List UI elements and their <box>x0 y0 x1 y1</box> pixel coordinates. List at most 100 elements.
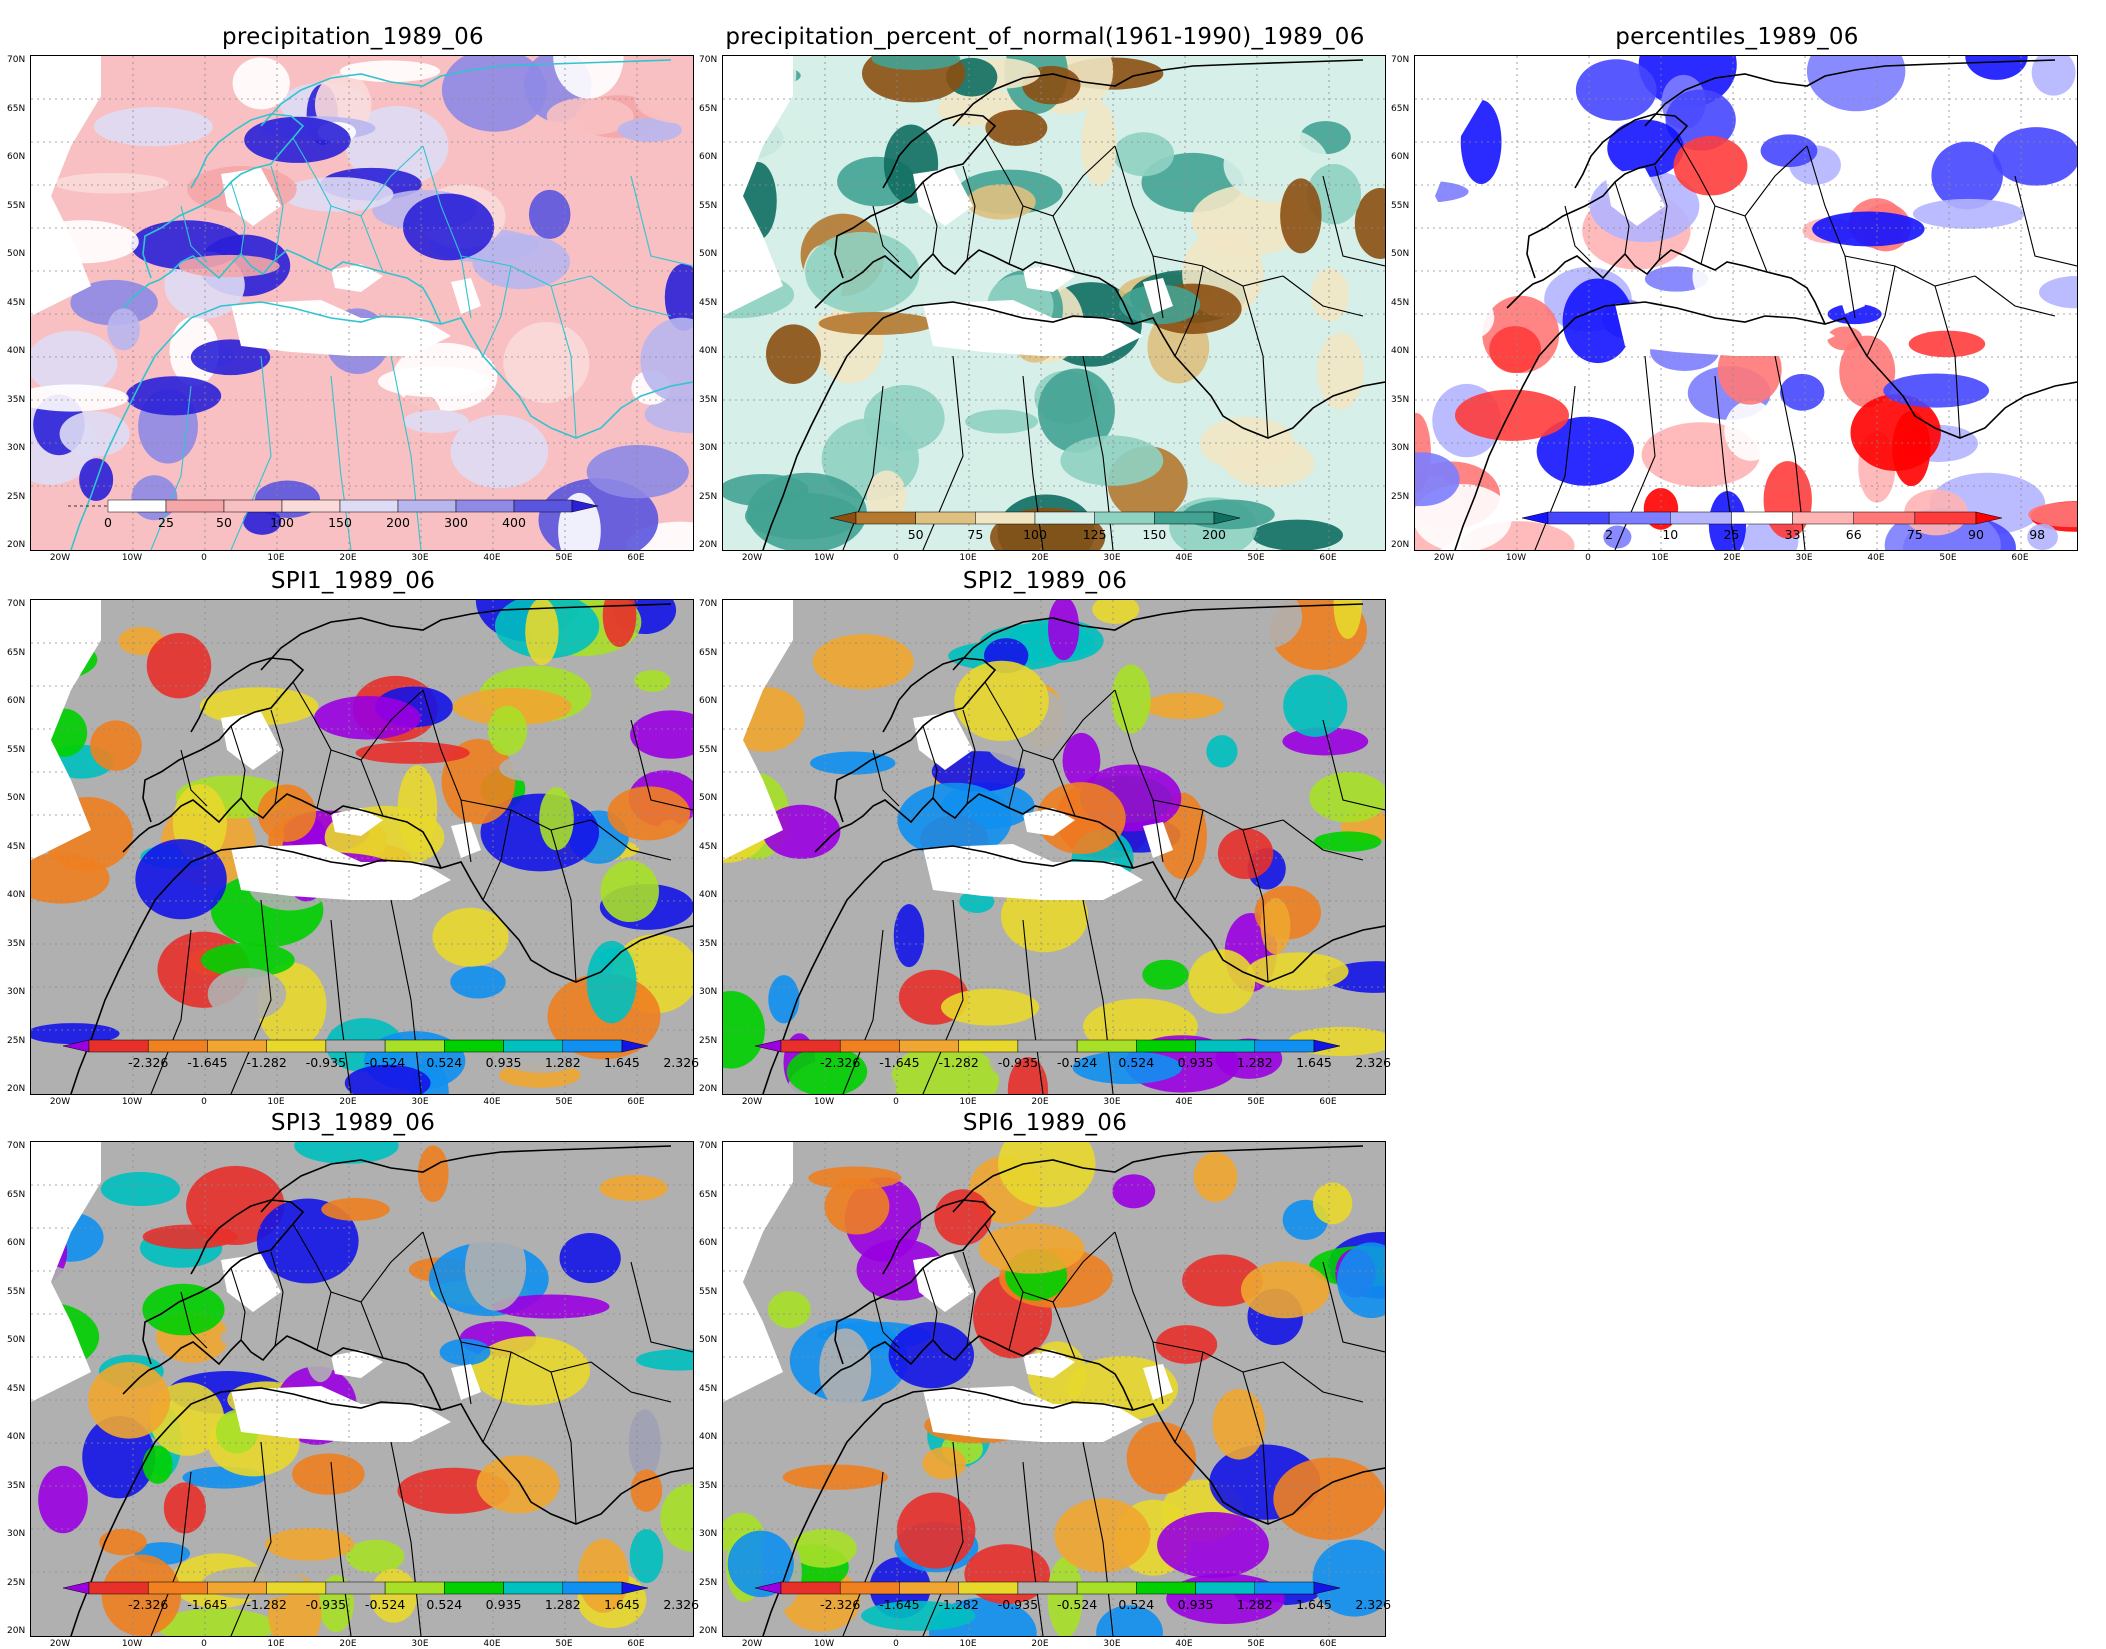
map-field-patch <box>871 56 961 71</box>
lon-tick-label: 30E <box>411 1639 429 1649</box>
map-field-patch <box>998 1142 1096 1208</box>
map-field-patch <box>890 1043 1000 1094</box>
colorbar-swatch <box>1547 511 1610 525</box>
lon-tick-label: 10W <box>121 1097 143 1107</box>
lat-tick-label: 60N <box>1391 152 1410 162</box>
colorbar: -2.326 -1.645 -1.282 -0.935 -0.524 0.524 0.935… <box>8 1580 699 1624</box>
colorbar-label: 98 <box>2029 527 2046 542</box>
lat-tick-label: 30N <box>7 987 26 997</box>
map-field-patch <box>1607 119 1684 178</box>
colorbar-label: 75 <box>967 527 984 542</box>
lat-tick-label: 70N <box>699 599 718 609</box>
map-area <box>722 55 1386 551</box>
country-borders <box>150 1223 693 1636</box>
map-field-patch <box>586 444 689 499</box>
colorbar-swatch <box>223 499 283 513</box>
map-field-patch <box>1454 389 1570 441</box>
map-field-patch <box>2027 523 2058 550</box>
lat-tick-label: 50N <box>7 249 26 259</box>
lon-tick-label: 20E <box>1031 1097 1049 1107</box>
colorbar-swatch <box>88 1039 149 1053</box>
colorbar-swatch <box>1195 1581 1256 1595</box>
lat-tick-label: 50N <box>7 793 26 803</box>
map-field-patch <box>617 118 682 143</box>
lat-tick-label: 60N <box>7 152 26 162</box>
colorbar-swatch <box>1792 511 1854 525</box>
colorbar-label: 1.645 <box>604 1597 640 1612</box>
lat-tick-label: 40N <box>699 1432 718 1442</box>
colorbar: -2.326 -1.645 -1.282 -0.935 -0.524 0.524 0.935… <box>700 1038 1391 1082</box>
map-field-patch <box>355 741 470 764</box>
map-field-patch <box>1060 435 1164 486</box>
map-field-patch <box>1007 1057 1049 1094</box>
map-field-patch <box>1812 211 1925 247</box>
map-field-patch <box>142 1283 225 1336</box>
map-field-patch <box>257 784 317 842</box>
water-area <box>1143 278 1173 314</box>
colorbar: -2.326 -1.645 -1.282 -0.935 -0.524 0.524 0.935… <box>8 1038 699 1082</box>
map-field-patch <box>1992 127 2077 186</box>
colorbar-label: 1.282 <box>1236 1055 1273 1070</box>
lat-tick-label: 40N <box>699 890 718 900</box>
colorbar-label: 100 <box>1023 527 1047 542</box>
water-area <box>913 168 973 226</box>
map-field-patch <box>321 1197 390 1221</box>
map-field-patch <box>59 411 130 457</box>
lat-tick-label: 40N <box>1391 346 1410 356</box>
colorbar-swatch <box>1195 1039 1256 1053</box>
map-field-patch <box>812 634 914 690</box>
colorbar-swatch <box>207 1039 267 1053</box>
map-field-patch <box>1247 952 1349 991</box>
lat-tick-label: 45N <box>699 841 718 852</box>
lat-tick-label: 65N <box>699 647 718 658</box>
lon-tick-label: 10W <box>121 1639 143 1649</box>
colorbar-swatch <box>899 1039 959 1053</box>
map-field-patch <box>441 56 547 132</box>
map-field-patch <box>635 1349 693 1371</box>
lat-tick-label: 35N <box>7 938 26 949</box>
colorbar-swatches <box>829 511 1241 525</box>
panel-title: precipitation_1989_06 <box>222 24 484 50</box>
colorbar-label: 0.524 <box>426 1055 463 1070</box>
lon-tick-label: 50E <box>555 553 573 563</box>
map-field-patch <box>602 600 637 647</box>
map-field-patch <box>863 384 945 452</box>
colorbar-label: 1.645 <box>1296 1055 1332 1070</box>
lon-tick-label: 20E <box>1723 553 1741 563</box>
coastline <box>1454 59 2077 550</box>
map-area <box>722 1141 1386 1637</box>
lat-tick-label: 45N <box>699 297 718 308</box>
map-field-patch <box>960 447 1064 496</box>
map-field-patch <box>600 860 659 923</box>
colorbar-label: 0 <box>104 515 112 530</box>
map-field-patch <box>1489 326 1541 373</box>
lat-tick-label: 20N <box>7 540 26 550</box>
colorbar-arrow-right <box>571 499 599 513</box>
map-field-patch <box>1445 295 1495 340</box>
map-field-patch <box>1892 410 1931 487</box>
colorbar-label: -1.645 <box>879 1055 920 1070</box>
map-field-patch <box>601 1268 634 1310</box>
lon-tick-label: 20E <box>1031 553 1049 563</box>
map-canvas <box>723 600 1385 1094</box>
map-field-patch <box>31 330 118 395</box>
lat-tick-label: 70N <box>7 55 26 65</box>
map-field-patch <box>90 720 142 771</box>
map-area <box>30 599 694 1095</box>
colorbar-swatch <box>1254 1039 1315 1053</box>
colorbar-swatches <box>754 1581 1341 1595</box>
lon-tick-label: 50E <box>555 1639 573 1649</box>
map-field-patch <box>1354 188 1385 259</box>
map-field-patch <box>782 1464 888 1490</box>
colorbar-label: -0.524 <box>1056 1597 1098 1612</box>
colorbar-label: -0.935 <box>997 1597 1039 1612</box>
colorbar-label: -0.524 <box>364 1597 406 1612</box>
lon-tick-label: 20W <box>49 553 71 563</box>
lon-tick-label: 10E <box>267 1097 285 1107</box>
map-field-patch <box>344 1064 431 1094</box>
colorbar-label: 50 <box>907 527 924 542</box>
lon-tick-label: 60E <box>1319 1097 1337 1107</box>
lat-tick-label: 20N <box>7 1626 26 1636</box>
colorbar-label: 300 <box>444 515 468 530</box>
map-field-patch <box>265 1527 355 1561</box>
